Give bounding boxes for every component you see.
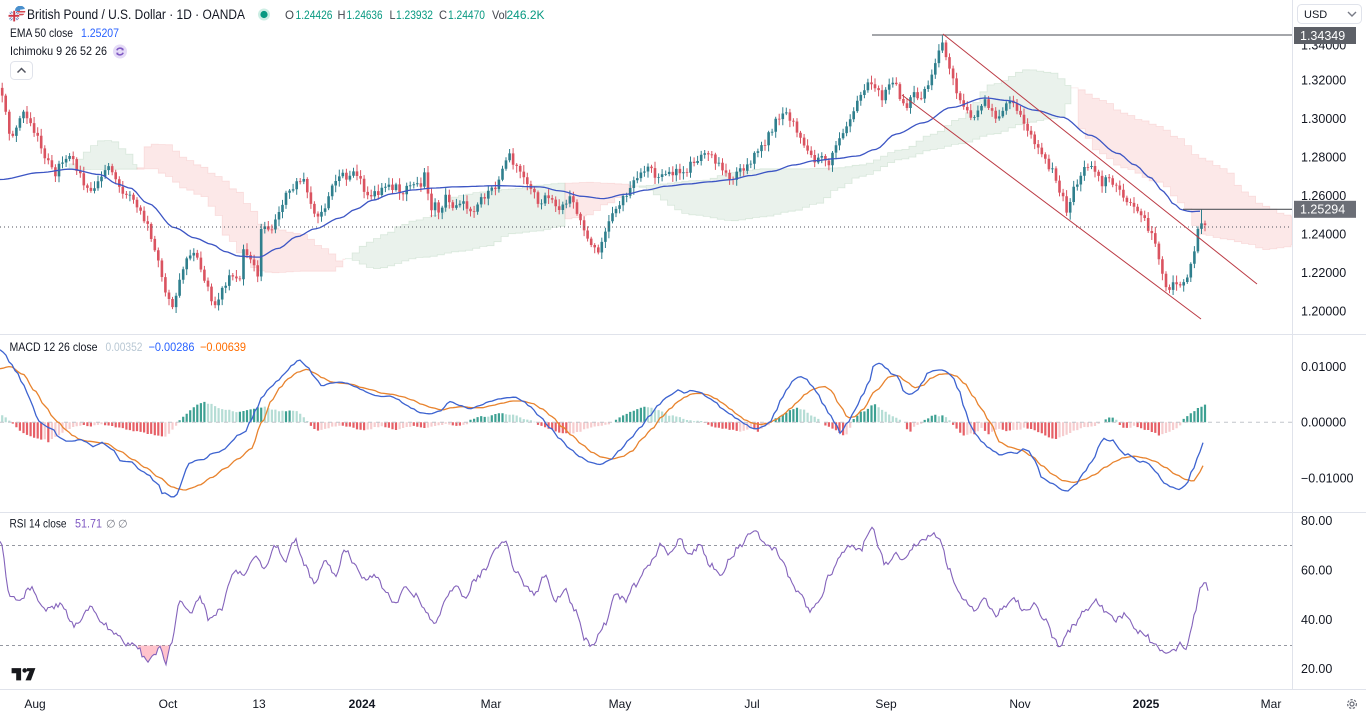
- svg-text:Mar: Mar: [1261, 697, 1282, 711]
- svg-text:1.25207: 1.25207: [81, 26, 119, 40]
- svg-text:2025: 2025: [1133, 697, 1160, 711]
- svg-text:1.28000: 1.28000: [1301, 151, 1346, 165]
- svg-text:13: 13: [252, 697, 266, 711]
- svg-text:MACD 12 26 close: MACD 12 26 close: [10, 340, 98, 354]
- svg-text:May: May: [609, 697, 632, 711]
- svg-text:1.24470: 1.24470: [448, 8, 485, 22]
- svg-text:British Pound / U.S. Dollar ·: British Pound / U.S. Dollar · 1D · OANDA: [27, 7, 245, 22]
- svg-text:Mar: Mar: [481, 697, 502, 711]
- svg-text:2024: 2024: [349, 697, 376, 711]
- svg-text:Sep: Sep: [875, 697, 897, 711]
- svg-text:EMA 50 close: EMA 50 close: [10, 26, 73, 40]
- svg-text:Aug: Aug: [24, 697, 45, 711]
- svg-text:−0.00286: −0.00286: [149, 340, 195, 354]
- svg-text:−0.00639: −0.00639: [200, 340, 246, 354]
- svg-text:60.00: 60.00: [1301, 564, 1332, 578]
- svg-text:0.00000: 0.00000: [1301, 416, 1346, 430]
- svg-text:Oct: Oct: [159, 697, 178, 711]
- svg-text:246.2K: 246.2K: [507, 8, 545, 22]
- svg-text:1.20000: 1.20000: [1301, 305, 1346, 319]
- svg-text:L: L: [390, 8, 396, 22]
- svg-text:1.23932: 1.23932: [396, 8, 433, 22]
- svg-text:Vol: Vol: [492, 8, 507, 22]
- svg-text:O: O: [285, 8, 294, 22]
- svg-text:80.00: 80.00: [1301, 514, 1332, 528]
- svg-text:RSI 14 close: RSI 14 close: [10, 517, 67, 531]
- svg-text:H: H: [338, 8, 346, 22]
- svg-text:0.00352: 0.00352: [106, 340, 143, 354]
- svg-text:1.25294: 1.25294: [1300, 202, 1345, 216]
- svg-text:∅: ∅: [106, 519, 116, 531]
- svg-text:1.26000: 1.26000: [1301, 189, 1346, 203]
- svg-text:∅: ∅: [118, 519, 128, 531]
- svg-text:20.00: 20.00: [1301, 662, 1332, 676]
- svg-text:1.30000: 1.30000: [1301, 112, 1346, 126]
- svg-text:0.01000: 0.01000: [1301, 360, 1346, 374]
- svg-text:Nov: Nov: [1009, 697, 1030, 711]
- svg-text:51.71: 51.71: [75, 517, 102, 531]
- svg-text:1.24426: 1.24426: [296, 8, 333, 22]
- svg-text:Jul: Jul: [744, 697, 759, 711]
- svg-text:1.24636: 1.24636: [347, 8, 383, 22]
- svg-text:40.00: 40.00: [1301, 613, 1332, 627]
- svg-text:1.32000: 1.32000: [1301, 74, 1346, 88]
- svg-text:1.24000: 1.24000: [1301, 228, 1346, 242]
- svg-text:−0.01000: −0.01000: [1301, 471, 1354, 485]
- svg-text:C: C: [439, 8, 447, 22]
- svg-text:1.34349: 1.34349: [1300, 29, 1345, 43]
- svg-text:USD: USD: [1304, 9, 1327, 21]
- svg-text:1.22000: 1.22000: [1301, 266, 1346, 280]
- svg-text:Ichimoku 9 26 52 26: Ichimoku 9 26 52 26: [10, 44, 107, 58]
